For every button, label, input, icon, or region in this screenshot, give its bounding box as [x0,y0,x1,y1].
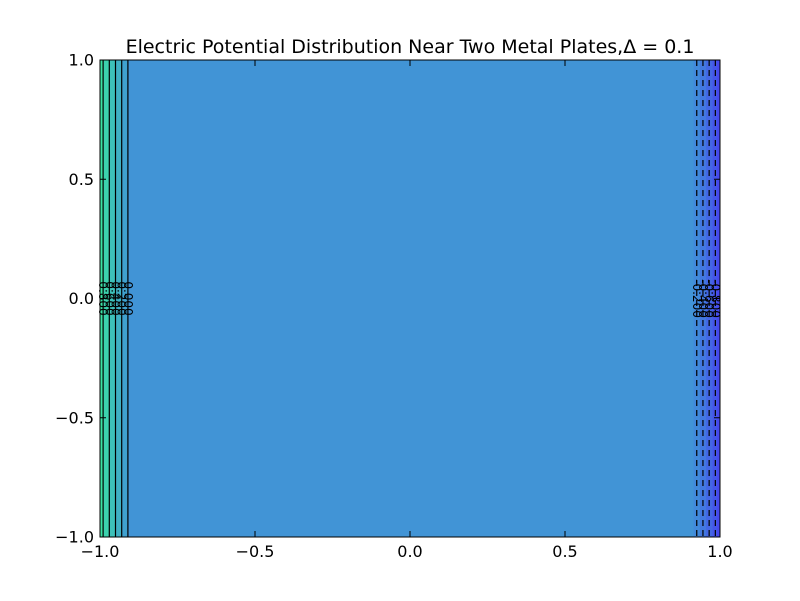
potential-band-5 [693,60,700,537]
potential-band-2 [109,60,116,537]
chart-title-text: Electric Potential Distribution Near Two… [126,36,624,58]
x-tick-label-4: 1.0 [707,542,732,561]
x-tick-label-2: 0.0 [397,542,422,561]
potential-band-7 [706,60,713,537]
y-tick-label-1: −0.5 [55,408,94,427]
right-contour-label-0: -0.200 [690,279,704,318]
chart-title-delta: Δ = 0.1 [623,36,694,58]
potential-plateau [100,60,720,537]
y-tick-label-0: −1.0 [55,528,94,547]
y-tick-label-3: 0.5 [69,170,94,189]
x-tick-label-0: −1.0 [81,542,120,561]
left-contour-label-3: 0.200 [115,281,129,315]
chart-title: Electric Potential Distribution Near Two… [126,36,695,58]
right-contour-label-1: -0.400 [696,279,710,318]
axis-ticks: −1.0 −0.5 0.0 0.5 1.0 −1.0 −0.5 0.0 0.5 1.0 [55,51,733,562]
x-tick-label-1: −0.5 [236,542,275,561]
x-tick-label-3: 0.5 [552,542,577,561]
left-contour-label-2: 0.400 [109,281,123,315]
right-contour-label-2: -0.600 [702,279,716,318]
potential-band-1 [103,60,110,537]
y-tick-label-4: 1.0 [69,51,94,70]
potential-band-3 [115,60,122,537]
left-contour-label-4: 0.000 [121,281,135,315]
left-contour-label-1: 0.600 [102,281,116,315]
y-tick-label-2: 0.0 [69,289,94,308]
potential-band-4 [121,60,128,537]
potential-band-6 [699,60,707,537]
